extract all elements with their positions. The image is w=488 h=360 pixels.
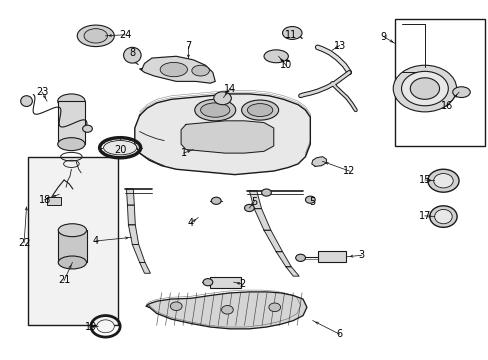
Ellipse shape	[82, 125, 92, 132]
Ellipse shape	[247, 104, 272, 117]
Text: 11: 11	[284, 30, 296, 40]
Bar	[317, 251, 345, 262]
Polygon shape	[135, 94, 310, 175]
Text: 23: 23	[36, 87, 48, 97]
Text: 12: 12	[343, 166, 355, 176]
Polygon shape	[140, 56, 215, 83]
Text: 21: 21	[58, 275, 70, 285]
Polygon shape	[254, 209, 270, 230]
Text: 1: 1	[180, 148, 186, 158]
Bar	[58, 230, 86, 262]
Ellipse shape	[21, 98, 31, 105]
Text: 19: 19	[84, 322, 97, 332]
Ellipse shape	[211, 197, 221, 204]
Ellipse shape	[58, 256, 86, 269]
Ellipse shape	[264, 50, 288, 63]
Ellipse shape	[84, 29, 107, 43]
Text: 17: 17	[418, 211, 430, 221]
Polygon shape	[126, 189, 134, 205]
Text: 8: 8	[129, 48, 135, 58]
Ellipse shape	[434, 210, 451, 224]
Polygon shape	[311, 157, 326, 166]
Ellipse shape	[213, 92, 231, 105]
Polygon shape	[132, 244, 145, 262]
Text: 24: 24	[119, 30, 131, 40]
Polygon shape	[264, 230, 282, 252]
Ellipse shape	[191, 65, 209, 76]
Ellipse shape	[123, 47, 141, 63]
Text: 18: 18	[39, 195, 51, 205]
Ellipse shape	[241, 100, 278, 120]
Text: 5: 5	[309, 197, 315, 207]
Ellipse shape	[221, 306, 233, 314]
Ellipse shape	[194, 99, 235, 121]
Polygon shape	[146, 292, 306, 329]
Polygon shape	[249, 191, 261, 209]
Ellipse shape	[170, 302, 182, 311]
Ellipse shape	[160, 62, 187, 77]
Ellipse shape	[200, 103, 229, 117]
Polygon shape	[285, 267, 299, 276]
Text: 9: 9	[380, 32, 386, 41]
Text: 5: 5	[251, 197, 257, 207]
Ellipse shape	[305, 196, 315, 203]
Polygon shape	[181, 121, 273, 153]
Bar	[47, 197, 61, 205]
Bar	[58, 101, 85, 144]
Text: 15: 15	[418, 175, 430, 185]
Polygon shape	[127, 205, 135, 225]
Ellipse shape	[58, 138, 85, 150]
Text: 10: 10	[279, 60, 291, 70]
Ellipse shape	[103, 140, 137, 155]
Text: 16: 16	[440, 102, 452, 112]
Ellipse shape	[409, 78, 439, 99]
Ellipse shape	[282, 27, 302, 40]
Text: 4: 4	[187, 218, 194, 228]
Ellipse shape	[429, 206, 456, 227]
Polygon shape	[276, 252, 291, 267]
Ellipse shape	[427, 169, 458, 192]
Ellipse shape	[77, 25, 114, 46]
Ellipse shape	[268, 303, 280, 312]
Ellipse shape	[58, 224, 86, 237]
Ellipse shape	[203, 279, 212, 286]
Bar	[27, 157, 118, 325]
Text: 4: 4	[93, 236, 99, 246]
Text: 2: 2	[239, 279, 244, 289]
Ellipse shape	[401, 71, 447, 106]
Text: 7: 7	[185, 41, 191, 50]
Bar	[210, 277, 240, 288]
Ellipse shape	[97, 320, 114, 333]
Text: 14: 14	[224, 84, 236, 94]
Text: 3: 3	[358, 250, 364, 260]
Ellipse shape	[452, 87, 469, 98]
Text: 6: 6	[336, 329, 342, 339]
Ellipse shape	[295, 254, 305, 261]
Ellipse shape	[20, 96, 32, 107]
Ellipse shape	[392, 65, 456, 112]
Text: 13: 13	[333, 41, 345, 50]
Text: 20: 20	[114, 144, 126, 154]
Ellipse shape	[244, 204, 254, 212]
Polygon shape	[140, 262, 150, 273]
Text: 22: 22	[18, 238, 30, 248]
Bar	[394, 19, 484, 146]
Ellipse shape	[261, 189, 271, 196]
Ellipse shape	[58, 94, 85, 108]
Ellipse shape	[433, 174, 452, 188]
Polygon shape	[128, 225, 139, 244]
